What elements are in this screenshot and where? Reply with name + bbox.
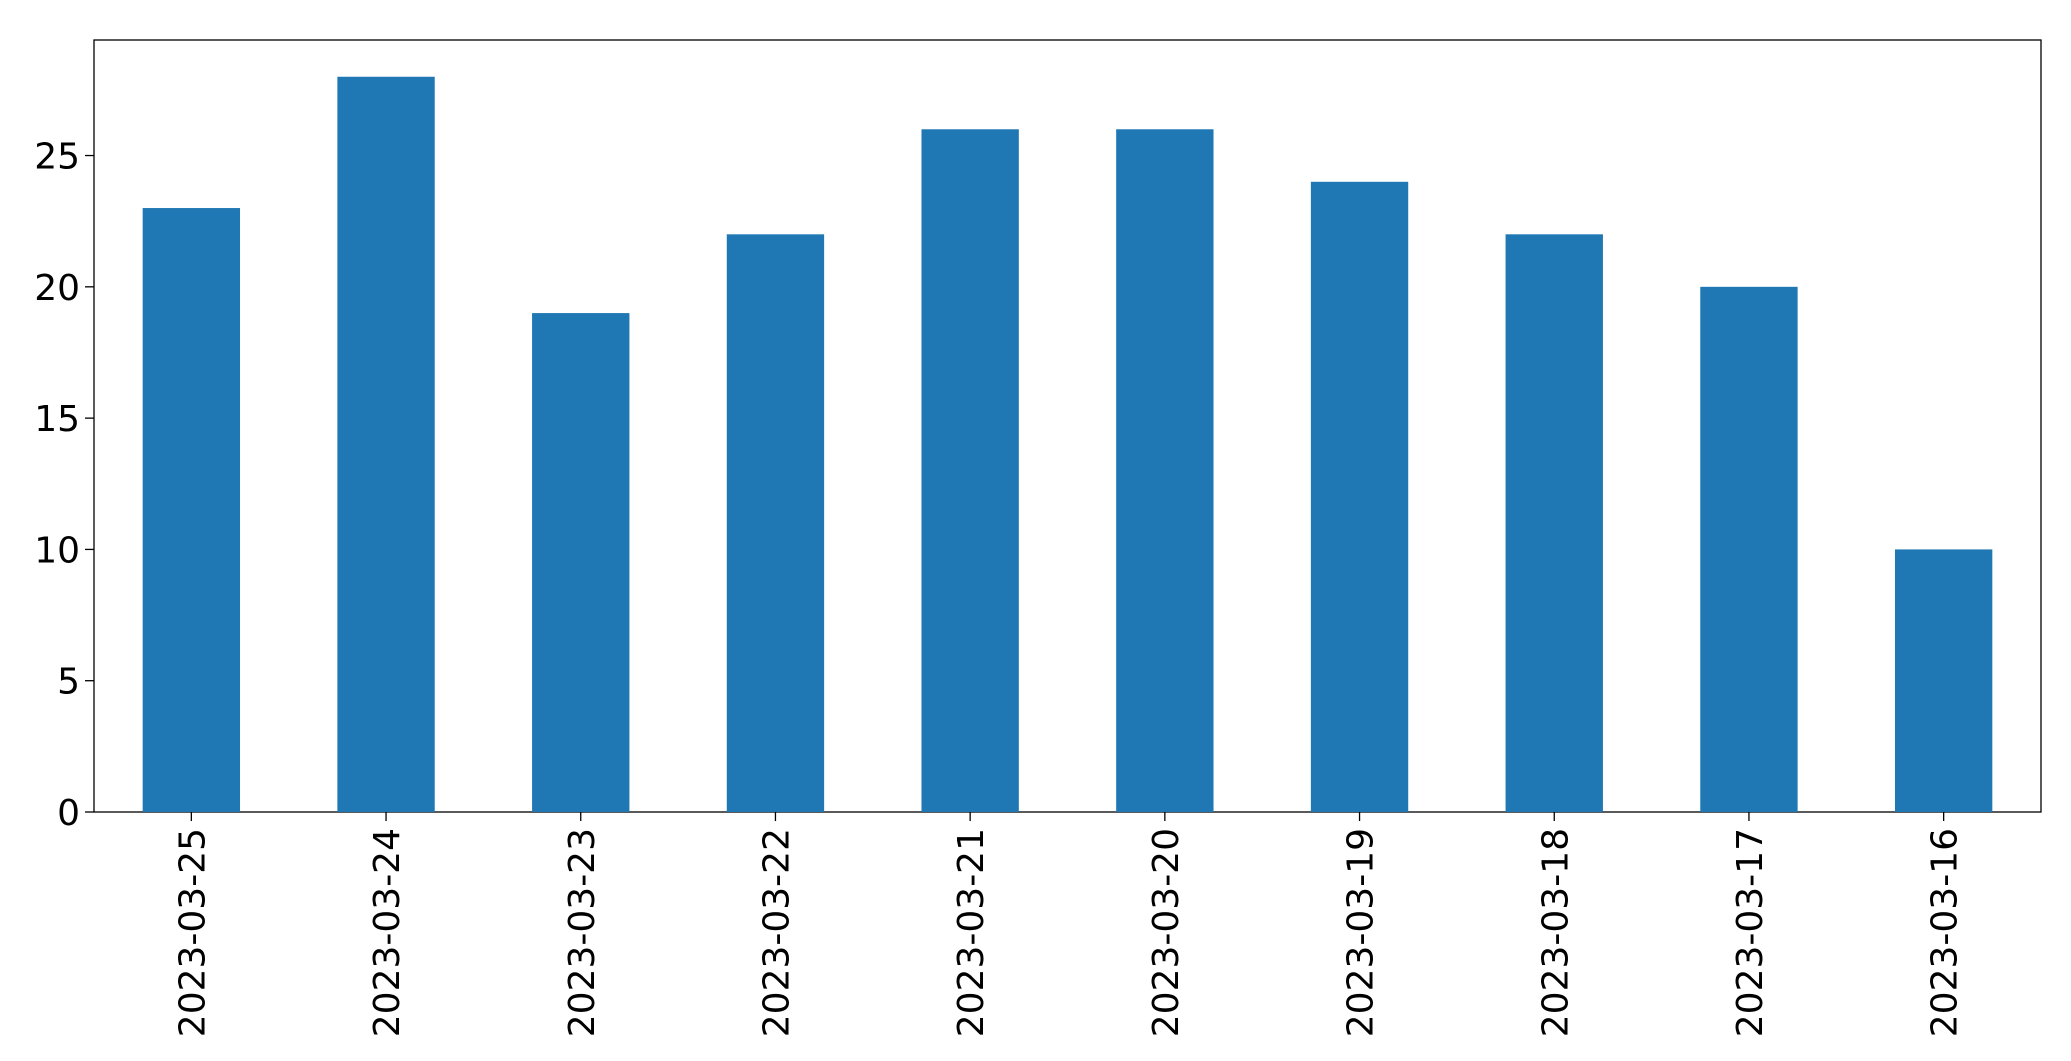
bar — [337, 76, 435, 812]
x-tick-label: 2023-03-25 — [172, 828, 213, 1037]
plot-frame — [93, 39, 2042, 813]
y-tick-label: 20 — [34, 268, 80, 309]
bar — [1894, 549, 1993, 812]
x-tick-label: 2023-03-21 — [951, 828, 992, 1037]
x-tick-label: 2023-03-18 — [1535, 828, 1576, 1037]
y-tick-label: 0 — [57, 793, 80, 834]
y-tick-label: 5 — [57, 662, 80, 703]
x-tick-label: 2023-03-24 — [367, 828, 408, 1037]
x-tick-label: 2023-03-23 — [562, 828, 603, 1037]
x-tick-label: 2023-03-17 — [1730, 828, 1771, 1037]
y-tick-label: 15 — [34, 399, 80, 440]
bar — [1116, 129, 1214, 812]
y-tick-label: 25 — [34, 137, 80, 178]
bar — [1700, 286, 1798, 812]
bar — [921, 129, 1019, 812]
x-tick-label: 2023-03-20 — [1146, 828, 1187, 1037]
bar — [142, 208, 241, 812]
x-tick-label: 2023-03-16 — [1925, 828, 1966, 1037]
bar — [1505, 234, 1603, 812]
bar — [532, 313, 630, 812]
y-tick-label: 10 — [34, 530, 80, 571]
bar — [1310, 181, 1409, 813]
bar — [726, 234, 825, 812]
x-tick-label: 2023-03-22 — [756, 828, 797, 1037]
x-tick-label: 2023-03-19 — [1341, 828, 1382, 1037]
